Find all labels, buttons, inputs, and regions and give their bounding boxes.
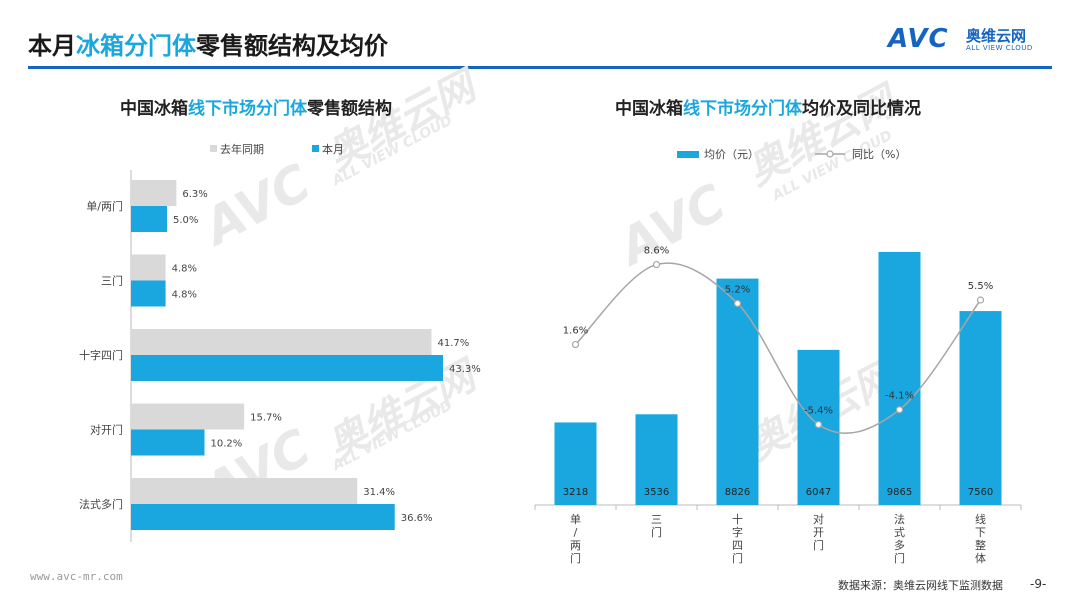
legend-label-price: 均价（元） <box>704 148 759 161</box>
bar-last-year <box>131 180 177 206</box>
avc-logo: AVC 奥维云网 ALL VIEW CLOUD <box>888 22 1058 56</box>
left-title-part1: 中国冰箱 <box>120 99 188 119</box>
right-title-part2: 均价及同比情况 <box>802 99 921 119</box>
right-title-highlight: 线下市场分门体 <box>683 99 802 119</box>
logo-cn-text: 奥维云网 <box>966 27 1027 45</box>
yoy-label: -5.4% <box>804 406 833 417</box>
category-label: 单/两门 <box>570 513 581 565</box>
left-bar-chart: 去年同期 本月单/两门 6.3% 5.0% 三门 4.8% 4.8% 十字四门 41.7% 43.… <box>79 142 481 542</box>
page-title: 本月冰箱分门体零售额结构及均价 <box>28 26 388 61</box>
yoy-label: 1.6% <box>563 326 588 337</box>
data-label: 41.7% <box>437 338 469 349</box>
bar-this-month <box>131 280 166 307</box>
data-label: 36.6% <box>401 513 433 524</box>
right-title-part1: 中国冰箱 <box>615 99 683 119</box>
left-title-part2: 零售额结构 <box>307 99 392 119</box>
category-label: 对开门 <box>813 512 824 552</box>
logo-en-text: ALL VIEW CLOUD <box>966 44 1033 52</box>
bar-value-label: 3218 <box>563 487 588 498</box>
category-label: 单/两门 <box>86 199 123 213</box>
legend-label-0: 去年同期 <box>220 142 264 156</box>
legend-label-yoy: 同比（%） <box>852 148 906 161</box>
right-chart-title: 中国冰箱线下市场分门体均价及同比情况 <box>615 94 921 119</box>
data-label: 4.8% <box>172 264 197 275</box>
bar-value-label: 9865 <box>887 487 912 498</box>
bar-avg-price <box>635 414 678 505</box>
logo-avc-text: AVC <box>888 24 949 54</box>
footer-source: 数据来源：奥维云网线下监测数据 <box>838 579 1003 592</box>
category-label: 法式多门 <box>894 512 905 565</box>
category-label: 线下整体 <box>975 512 986 565</box>
data-label: 6.3% <box>182 189 207 200</box>
page-header: 本月冰箱分门体零售额结构及均价 AVC 奥维云网 ALL VIEW CLOUD <box>0 0 1080 70</box>
title-part2: 零售额结构及均价 <box>196 32 388 60</box>
legend-swatch-price <box>677 151 699 158</box>
bar-last-year <box>131 478 358 504</box>
data-label: 43.3% <box>449 364 481 375</box>
yoy-point <box>733 299 742 308</box>
right-combo-chart: 均价（元） 同比（%） 3218 单/两门 3536 三门 8826 十字四门 6047 对开门 9… <box>534 148 1022 565</box>
yoy-point <box>571 340 580 349</box>
bar-this-month <box>131 429 205 456</box>
bar-this-month <box>131 355 443 381</box>
yoy-point <box>814 420 823 429</box>
yoy-label: 5.2% <box>725 284 750 295</box>
yoy-point <box>652 260 661 269</box>
bar-this-month <box>131 504 395 530</box>
category-label: 对开门 <box>90 423 123 437</box>
bar-value-label: 6047 <box>806 487 831 498</box>
footer-page-number: -9- <box>1030 577 1047 591</box>
bar-avg-price <box>554 422 597 505</box>
bar-last-year <box>131 329 432 355</box>
yoy-line <box>574 262 982 434</box>
yoy-point <box>976 296 985 304</box>
bar-avg-price <box>716 278 759 505</box>
bar-value-label: 7560 <box>968 487 993 498</box>
bar-value-label: 8826 <box>725 487 750 498</box>
category-label: 法式多门 <box>79 497 123 511</box>
footer-url: www.avc-mr.com <box>30 570 123 583</box>
data-label: 31.4% <box>363 487 395 498</box>
legend-swatch-0 <box>210 145 217 152</box>
category-label: 三门 <box>101 274 123 288</box>
title-highlight: 冰箱分门体 <box>76 32 196 60</box>
left-chart-title: 中国冰箱线下市场分门体零售额结构 <box>120 94 392 119</box>
yoy-label: 5.5% <box>968 281 993 292</box>
bar-avg-price <box>878 251 921 505</box>
category-label: 三门 <box>651 513 662 539</box>
legend-label-1: 本月 <box>322 142 344 156</box>
bar-this-month <box>131 206 168 232</box>
data-label: 15.7% <box>250 413 282 424</box>
category-label: 十字四门 <box>732 512 743 565</box>
yoy-label: -4.1% <box>885 391 914 402</box>
bar-last-year <box>131 403 245 430</box>
yoy-point <box>895 406 904 414</box>
data-label: 5.0% <box>173 215 198 226</box>
header-rule <box>28 66 1052 69</box>
title-part1: 本月 <box>28 32 76 60</box>
bar-avg-price <box>959 311 1002 505</box>
yoy-label: 8.6% <box>644 246 669 257</box>
category-label: 十字四门 <box>79 348 123 362</box>
bar-value-label: 3536 <box>644 487 669 498</box>
bar-last-year <box>131 254 166 281</box>
data-label: 10.2% <box>210 439 242 450</box>
legend-marker-yoy <box>826 150 834 158</box>
left-title-highlight: 线下市场分门体 <box>188 99 307 119</box>
data-label: 4.8% <box>172 290 197 301</box>
legend-swatch-1 <box>312 145 319 152</box>
